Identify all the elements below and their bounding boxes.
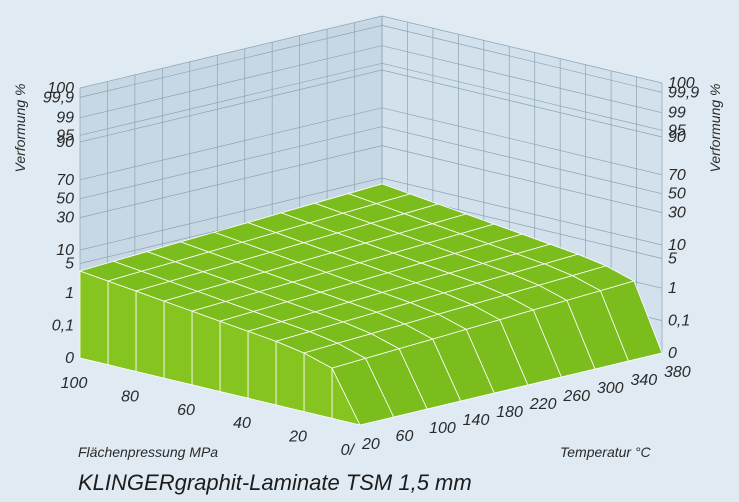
x-tick-label: 100 [61,375,88,392]
z-tick-label-right: 99 [668,105,686,122]
z-tick-label-right: 70 [668,167,686,184]
y-tick-label: 180 [496,404,523,421]
z-tick-label-left: 50 [56,191,74,208]
y-tick-label: 380 [664,364,691,381]
z-tick-label-left: 70 [56,172,74,189]
z-tick-label-left: 99,9 [43,89,74,106]
x-tick-label: 0/ [341,442,356,459]
x-axis-label: Flächenpressung MPa [78,444,218,460]
z-axis-label-right: Verformung % [707,84,723,173]
y-tick-label: 140 [463,412,490,429]
z-tick-label-left: 99 [56,110,74,127]
surface-side-face [135,290,165,379]
z-tick-label-right: 90 [668,129,686,146]
z-tick-label-right: 100 [668,75,695,92]
z-tick-label-right: 50 [668,186,686,203]
z-tick-label-right: 99,9 [668,84,699,101]
chart-title: KLINGERgraphit-Laminate TSM 1,5 mm [78,470,472,495]
surface-side-face [219,320,249,399]
surface-side-face [107,280,137,372]
surface-plot [78,183,663,426]
y-tick-label: 20 [361,436,380,453]
surface-cell [331,357,395,426]
y-axis-label: Temperatur °C [560,444,652,460]
z-tick-label-right: 0,1 [668,313,690,330]
surface-side-face [275,340,305,413]
x-tick-label: 40 [233,415,251,432]
z-tick-label-right: 30 [668,205,686,222]
z-tick-label-left: 0 [65,350,74,367]
y-tick-label: 340 [630,372,657,389]
y-tick-label: 100 [429,420,456,437]
surface-side-face [247,330,277,406]
z-tick-label-left: 10 [56,242,74,259]
x-tick-label: 60 [177,402,195,419]
z-tick-label-right: 95 [668,122,686,139]
z-tick-label-left: 30 [56,210,74,227]
z-tick-label-right: 10 [668,237,686,254]
y-tick-label: 60 [396,428,414,445]
y-tick-label: 260 [562,388,590,405]
z-tick-label-left: 90 [56,134,74,151]
y-tick-label: 300 [597,380,624,397]
z-tick-label-right: 0 [668,345,677,362]
z-tick-label-left: 5 [65,256,74,273]
surface-side-face [79,270,109,366]
x-tick-label: 80 [121,388,139,405]
surface-side-face [191,310,221,393]
surface-side-face [163,300,193,386]
x-tick-label: 20 [288,429,307,446]
y-tick-label: 220 [529,396,557,413]
z-axis-label-left: Verformung % [12,84,28,173]
z-tick-label-left: 100 [47,80,74,97]
z-tick-label-left: 95 [56,127,74,144]
z-tick-label-left: 1 [65,285,74,302]
z-tick-label-left: 0,1 [52,318,74,335]
z-tick-label-right: 5 [668,251,677,268]
z-tick-label-right: 1 [668,280,677,297]
